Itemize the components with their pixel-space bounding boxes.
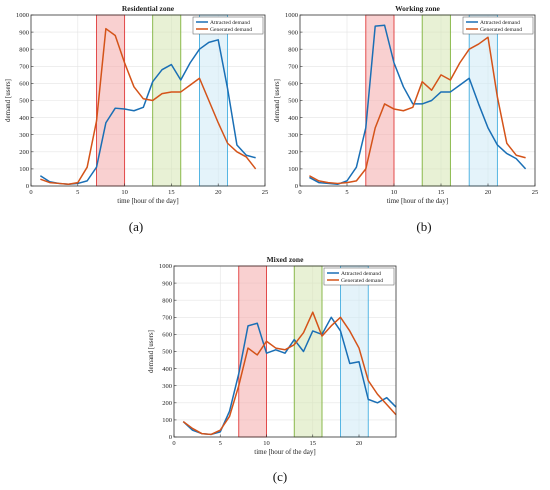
panel-caption: (c) [273,469,287,484]
y-tick-label: 100 [162,417,172,424]
legend-box [323,267,395,286]
y-tick-label: 200 [162,400,172,407]
legend-box [462,16,534,35]
y-tick-label: 900 [162,280,172,287]
y-tick-label: 0 [169,434,172,441]
x-tick-label: 10 [263,440,270,447]
x-tick-label: 25 [262,189,269,196]
x-tick-label: 15 [310,440,317,447]
y-tick-label: 700 [19,64,29,71]
highlight-band-2 [152,14,182,187]
series-line-attracted [309,24,527,186]
y-tick-label: 600 [162,332,172,339]
x-axis-label: time [hour of the day] [387,197,448,205]
x-tick-label: 0 [298,189,301,196]
x-tick-label: 5 [345,189,348,196]
legend-entry: Attracted demand [341,271,381,277]
chart-title: Mixed zone [267,255,305,264]
x-tick-label: 10 [121,189,128,196]
y-tick-label: 0 [295,183,298,190]
y-tick-label: 0 [26,183,29,190]
highlight-band-2 [293,265,323,438]
highlight-band-3 [468,14,498,187]
x-axis-label: time [hour of the day] [117,197,178,205]
y-tick-label: 400 [162,366,172,373]
x-tick-label: 0 [172,440,175,447]
series-line-generated [182,311,397,436]
highlight-band-3 [340,265,369,438]
y-axis-label: demand [users] [273,79,281,122]
x-tick-label: 20 [485,189,492,196]
x-tick-label: 5 [76,189,79,196]
y-tick-label: 700 [162,315,172,322]
x-tick-label: 15 [438,189,445,196]
x-tick-label: 25 [532,189,539,196]
highlight-band-1 [96,14,126,187]
x-tick-label: 0 [29,189,32,196]
panel-caption: (b) [416,219,431,234]
highlight-band-3 [199,14,229,187]
x-tick-label: 10 [391,189,398,196]
y-tick-label: 500 [162,349,172,356]
legend-entry: Attracted demand [210,20,250,26]
highlight-band-2 [421,14,451,187]
y-axis-label: demand [users] [147,330,155,373]
legend-entry: Attracted demand [480,20,520,26]
y-tick-label: 1000 [285,12,298,19]
y-tick-label: 300 [162,383,172,390]
legend-box [192,16,264,35]
highlight-band-1 [365,14,395,187]
legend-entry: Generated demand [480,27,522,33]
y-tick-label: 400 [288,115,298,122]
y-tick-label: 200 [19,149,29,156]
x-axis-label: time [hour of the day] [254,448,315,456]
y-tick-label: 800 [19,46,29,53]
x-tick-label: 20 [215,189,222,196]
y-tick-label: 400 [19,115,29,122]
chart-panel-a: 0 100 200 300 400 500 600 700 800 900 1000 0 5 10 15 20… [4,4,268,234]
y-axis-label: demand [users] [4,79,12,122]
y-tick-label: 900 [288,29,298,36]
chart-panel-c: 0 100 200 300 400 500 600 700 800 900 1000 0 5 10 15 20… [147,255,397,484]
chart-title: Residential zone [122,4,175,13]
series-line-generated [309,36,526,185]
y-tick-label: 800 [162,297,172,304]
chart-title: Working zone [395,4,440,13]
series-line-generated [40,27,257,186]
y-tick-label: 1000 [159,263,172,270]
panel-caption: (a) [129,219,143,234]
x-tick-label: 15 [168,189,175,196]
y-tick-label: 600 [19,81,29,88]
y-tick-label: 700 [288,64,298,71]
x-tick-label: 20 [356,440,363,447]
y-tick-label: 1000 [16,12,29,19]
y-tick-label: 100 [288,166,298,173]
y-tick-label: 600 [288,81,298,88]
y-tick-label: 800 [288,46,298,53]
y-tick-label: 900 [19,29,29,36]
chart-panel-b: 0 100 200 300 400 500 600 700 800 900 1000 0 5 10 15 20… [273,4,538,234]
x-tick-label: 5 [219,440,222,447]
y-tick-label: 500 [288,98,298,105]
y-tick-label: 200 [288,149,298,156]
legend-entry: Generated demand [341,278,383,284]
y-tick-label: 300 [288,132,298,139]
legend-entry: Generated demand [210,27,252,33]
y-tick-label: 500 [19,98,29,105]
y-tick-label: 100 [19,166,29,173]
y-tick-label: 300 [19,132,29,139]
